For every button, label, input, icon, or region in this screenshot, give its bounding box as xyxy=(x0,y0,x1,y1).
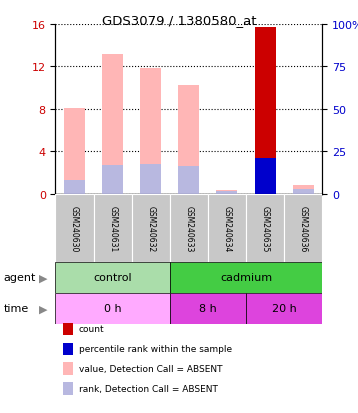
Text: GSM240631: GSM240631 xyxy=(108,205,117,251)
Bar xyxy=(255,28,276,194)
Bar xyxy=(170,262,322,293)
Bar xyxy=(208,194,246,262)
Text: ▶: ▶ xyxy=(39,304,47,314)
Text: 0 h: 0 h xyxy=(104,304,121,314)
Text: cadmium: cadmium xyxy=(220,273,272,283)
Text: GDS3079 / 1380580_at: GDS3079 / 1380580_at xyxy=(102,14,256,27)
Text: GSM240634: GSM240634 xyxy=(222,205,231,252)
Bar xyxy=(170,194,208,262)
Bar xyxy=(170,293,246,324)
Bar xyxy=(217,190,237,194)
Text: GSM240636: GSM240636 xyxy=(299,205,308,252)
Bar xyxy=(55,194,93,262)
Text: ▶: ▶ xyxy=(39,273,47,283)
Bar xyxy=(293,185,314,194)
Text: value, Detection Call = ABSENT: value, Detection Call = ABSENT xyxy=(79,364,222,373)
Bar xyxy=(217,192,237,194)
Bar xyxy=(102,55,123,194)
Bar xyxy=(293,190,314,194)
Text: 20 h: 20 h xyxy=(272,304,296,314)
Text: percentile rank within the sample: percentile rank within the sample xyxy=(79,344,232,354)
Text: GSM240633: GSM240633 xyxy=(184,205,193,252)
Bar xyxy=(55,262,170,293)
Text: rank, Detection Call = ABSENT: rank, Detection Call = ABSENT xyxy=(79,384,218,393)
Bar xyxy=(93,194,132,262)
Text: control: control xyxy=(93,273,132,283)
Bar xyxy=(132,194,170,262)
Bar xyxy=(102,166,123,194)
Text: count: count xyxy=(79,325,105,334)
Text: time: time xyxy=(4,304,29,314)
Bar xyxy=(64,108,85,194)
Bar xyxy=(178,166,199,194)
Bar xyxy=(64,180,85,194)
Bar xyxy=(55,293,170,324)
Text: agent: agent xyxy=(4,273,36,283)
Bar xyxy=(255,158,276,194)
Bar xyxy=(140,69,161,194)
Bar xyxy=(246,293,322,324)
Bar xyxy=(140,164,161,194)
Bar xyxy=(284,194,322,262)
Text: GSM240632: GSM240632 xyxy=(146,205,155,251)
Text: 8 h: 8 h xyxy=(199,304,217,314)
Bar xyxy=(246,194,284,262)
Text: GSM240635: GSM240635 xyxy=(261,205,270,252)
Text: GSM240630: GSM240630 xyxy=(70,205,79,252)
Bar xyxy=(178,86,199,194)
